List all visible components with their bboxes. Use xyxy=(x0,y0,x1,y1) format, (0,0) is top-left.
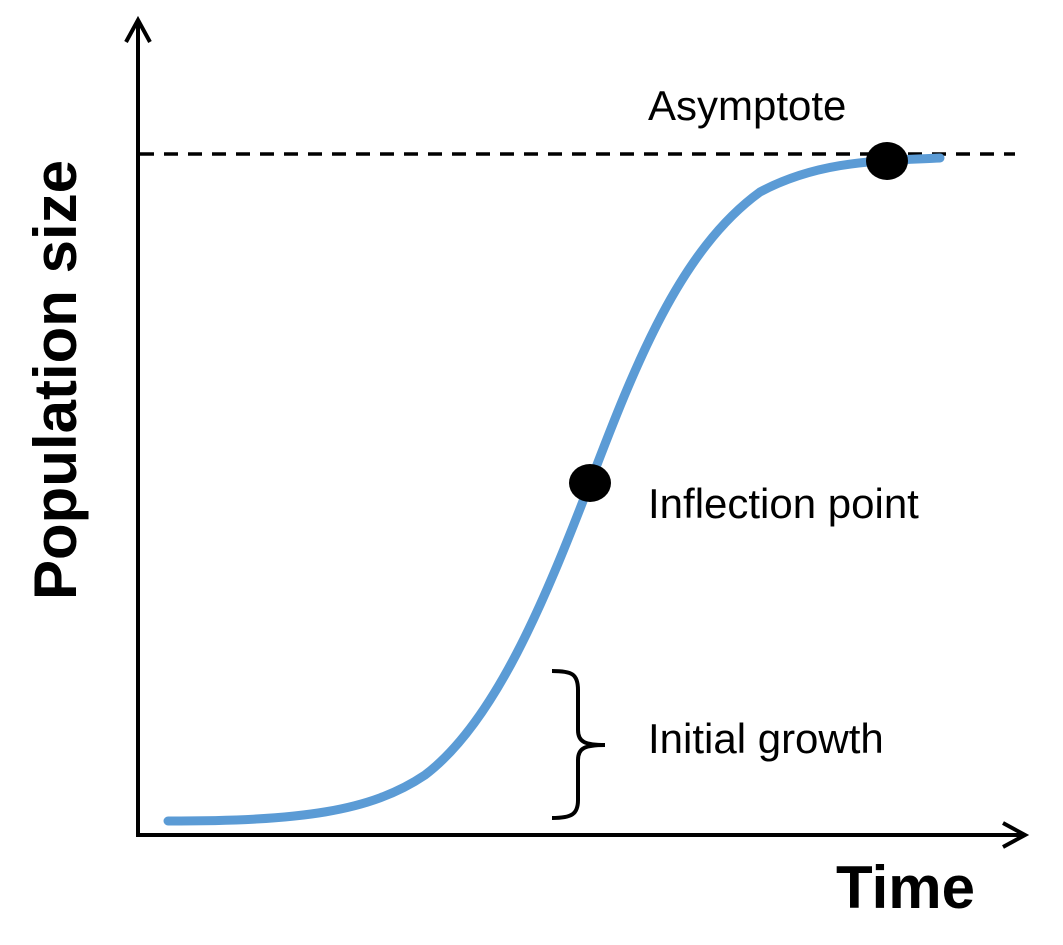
x-axis-title: Time xyxy=(836,854,975,921)
inflection-dot xyxy=(569,464,611,502)
x-axis-arrow xyxy=(1002,821,1030,849)
asymptote-label: Asymptote xyxy=(648,82,846,129)
initial-growth-label: Initial growth xyxy=(648,715,884,762)
y-axis-title: Population size xyxy=(22,160,89,600)
inflection-label: Inflection point xyxy=(648,480,919,527)
y-axis-arrow xyxy=(124,15,152,43)
asymptote-dot xyxy=(866,142,908,180)
initial-growth-bracket xyxy=(551,669,606,820)
